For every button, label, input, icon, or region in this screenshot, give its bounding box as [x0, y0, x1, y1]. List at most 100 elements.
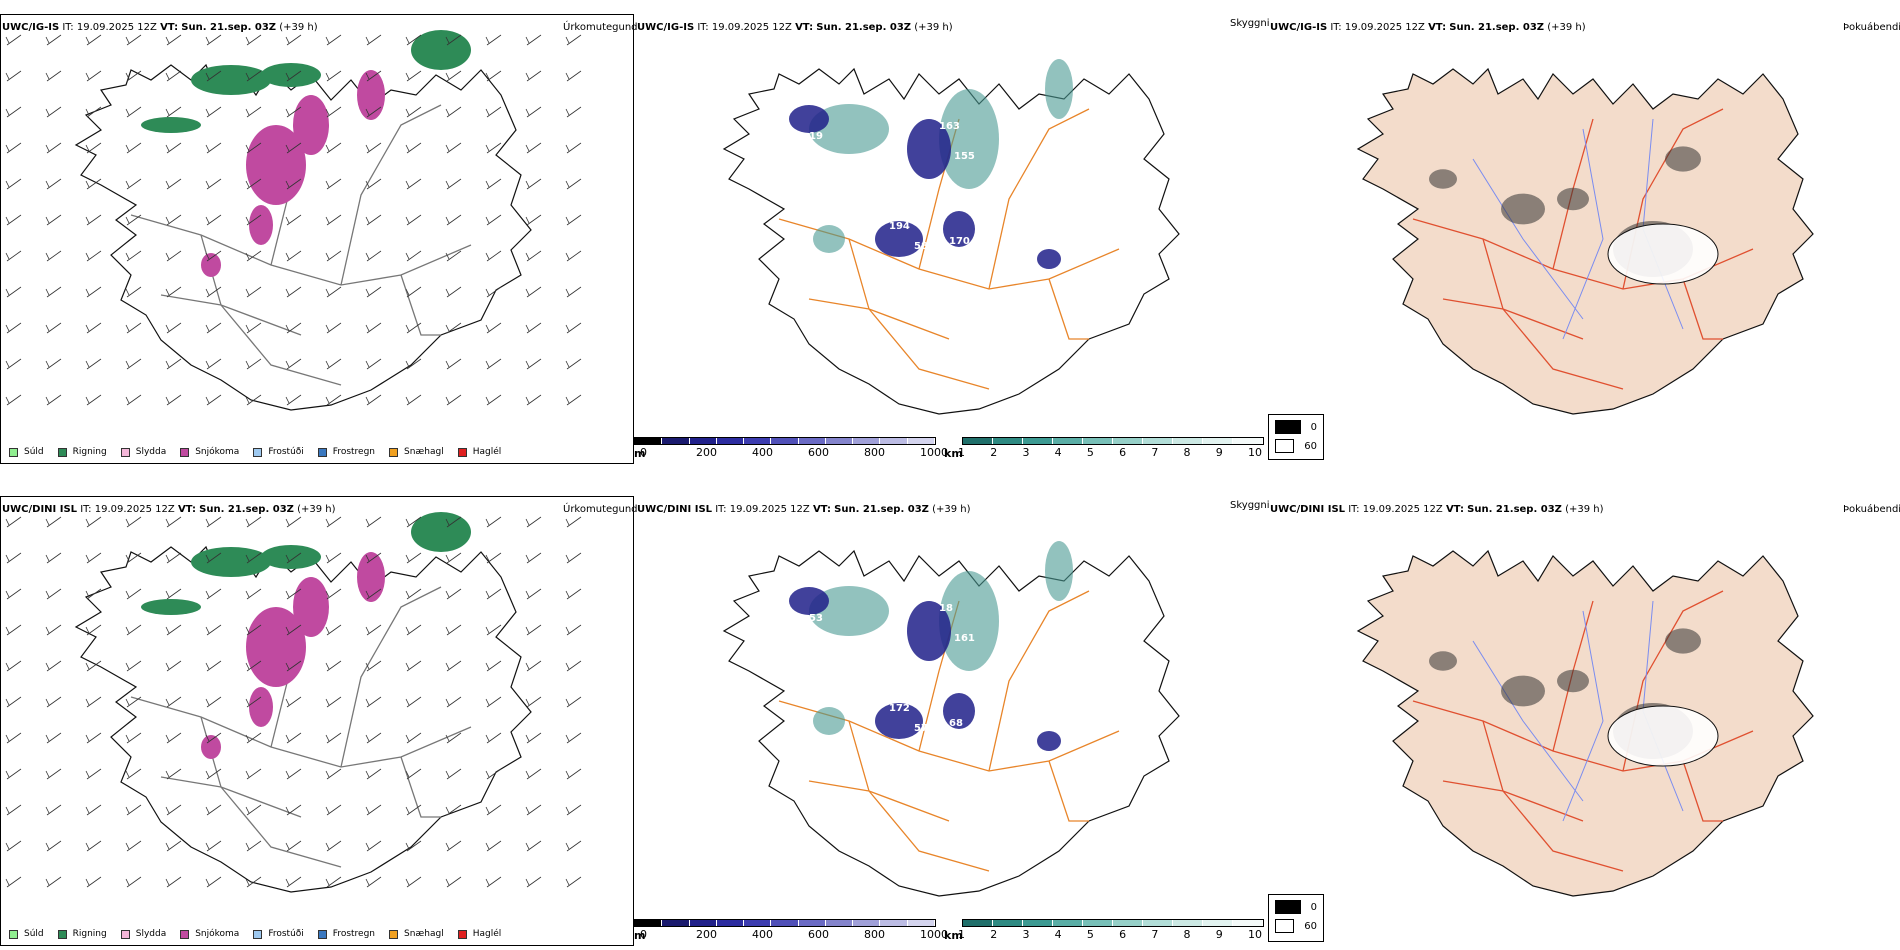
wind-barb: [525, 768, 542, 780]
legend-label: Frostúði: [268, 929, 304, 939]
fog-legend-top: 0 60: [1268, 414, 1324, 460]
wind-barb: [165, 286, 182, 298]
wind-barb: [125, 624, 142, 636]
fog-index-blob: [1501, 193, 1545, 225]
low-cloud-base-area: [907, 119, 951, 179]
wind-barb: [565, 70, 582, 82]
precip-map-bottom: [5, 512, 582, 893]
road: [1482, 720, 1624, 872]
wind-barb: [565, 394, 582, 406]
colorbar-cell: [1203, 438, 1233, 444]
road: [1682, 760, 1723, 822]
rain-area: [411, 512, 471, 552]
wind-barb: [165, 624, 182, 636]
wind-barb: [245, 250, 262, 262]
colorbar-tick: 1000: [920, 928, 948, 941]
wind-barb: [285, 322, 302, 334]
low-visibility-area: [809, 586, 889, 636]
wind-barb: [85, 142, 102, 154]
wind-barb: [365, 624, 382, 636]
precip-legend-top: Súld Rigning Slydda Snjókoma Frostúði Frostre…: [9, 447, 515, 457]
legend-label: Súld: [24, 929, 44, 939]
legend-label: Rigning: [72, 447, 107, 457]
wind-barb: [245, 178, 262, 190]
wind-barb: [245, 142, 262, 154]
wind-barb: [205, 876, 222, 888]
wind-barb: [365, 840, 382, 852]
wind-barb: [285, 142, 302, 154]
colorbar-tick: 6: [1119, 928, 1127, 941]
wind-barb: [165, 732, 182, 744]
wind-barb: [325, 250, 342, 262]
wind-barb: [5, 624, 22, 636]
wind-barb: [125, 552, 142, 564]
rain-area: [191, 65, 271, 95]
road: [340, 586, 442, 768]
wind-barb: [85, 732, 102, 744]
cloud-vis-panel-top: 87 19 163 155 194 58 170 66 98 109 13: [634, 14, 1268, 464]
wind-barb: [5, 70, 22, 82]
legend-swatch: [180, 929, 190, 939]
precip-legend-bottom: Súld Rigning Slydda Snjókoma Frostúði Frostre…: [9, 929, 515, 939]
legend-swatch: [389, 929, 399, 939]
fog-title-bottom: Þokuábendi: [1843, 504, 1900, 515]
precip-legend-item: Snæhagl: [389, 447, 444, 457]
rain-area: [191, 547, 271, 577]
wind-barb: [125, 840, 142, 852]
fog-index-blob: [1429, 169, 1457, 189]
wind-barb: [45, 34, 62, 46]
colorbar-cell: [662, 438, 690, 444]
wind-barb: [325, 394, 342, 406]
wind-barb: [525, 516, 542, 528]
wind-barb: [525, 732, 542, 744]
wind-barb: [325, 840, 342, 852]
low-cloud-base-area: [875, 221, 923, 257]
wind-barb: [45, 394, 62, 406]
wind-barb: [5, 358, 22, 370]
wind-barb: [485, 732, 502, 744]
colorbar-cell: [907, 920, 935, 926]
snow-area: [293, 577, 329, 637]
low-cloud-base-area: [943, 693, 975, 729]
wind-barb: [565, 624, 582, 636]
wind-barb: [5, 552, 22, 564]
wind-barb: [325, 696, 342, 708]
wind-barb: [445, 70, 462, 82]
legend-swatch: [457, 447, 467, 457]
wind-barb: [525, 70, 542, 82]
low-cloud-base-area: [1037, 731, 1061, 751]
wind-barb: [445, 358, 462, 370]
wind-barb: [85, 358, 102, 370]
wind-barb: [365, 322, 382, 334]
wind-barb: [485, 394, 502, 406]
wind-barb: [205, 286, 222, 298]
legend-label: Frostregn: [332, 929, 376, 939]
wind-barb: [365, 142, 382, 154]
wind-barb: [5, 768, 22, 780]
wind-barb: [85, 588, 102, 600]
wind-barb: [5, 106, 22, 118]
wind-barb: [5, 696, 22, 708]
wind-barb: [525, 552, 542, 564]
precip-legend-item: Frostúði: [253, 929, 304, 939]
legend-swatch: [57, 447, 67, 457]
wind-barb: [5, 142, 22, 154]
header-fog-bottom: UWC/DINI ISL IT: 19.09.2025 12Z VT: Sun.…: [1270, 504, 1604, 515]
wind-barb: [245, 214, 262, 226]
cloud-vis-map-top: 87 19 163 155 194 58 170 66 98 109 13: [722, 59, 1180, 415]
snow-area: [293, 95, 329, 155]
wind-barb: [285, 768, 302, 780]
legend-swatch: [9, 447, 18, 457]
wind-barb: [565, 696, 582, 708]
legend-label: Frostregn: [332, 447, 376, 457]
wind-barb: [5, 286, 22, 298]
wind-barb: [245, 106, 262, 118]
cloud-base-label: 13: [1034, 241, 1048, 252]
colorbar-tick: 8: [1183, 928, 1191, 941]
colorbar-cell: [1023, 438, 1053, 444]
wind-barb: [45, 876, 62, 888]
low-cloud-base-area: [907, 601, 951, 661]
wind-barb: [445, 178, 462, 190]
wind-barb: [85, 552, 102, 564]
wind-barb: [485, 588, 502, 600]
